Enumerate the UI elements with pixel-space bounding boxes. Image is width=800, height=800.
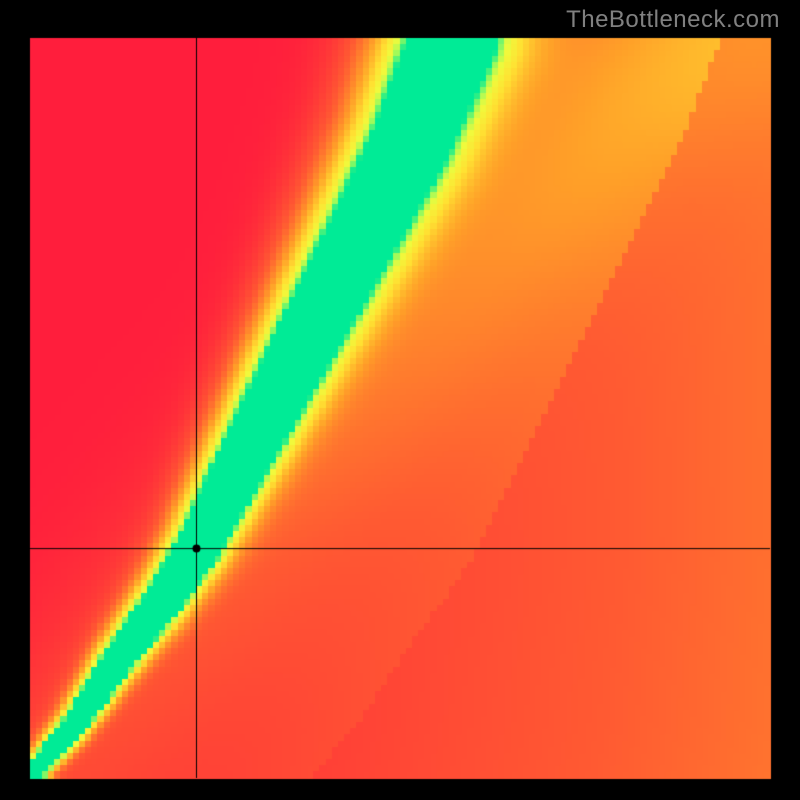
- chart-container: TheBottleneck.com: [0, 0, 800, 800]
- watermark-text: TheBottleneck.com: [566, 6, 780, 34]
- heatmap-canvas: [0, 0, 800, 800]
